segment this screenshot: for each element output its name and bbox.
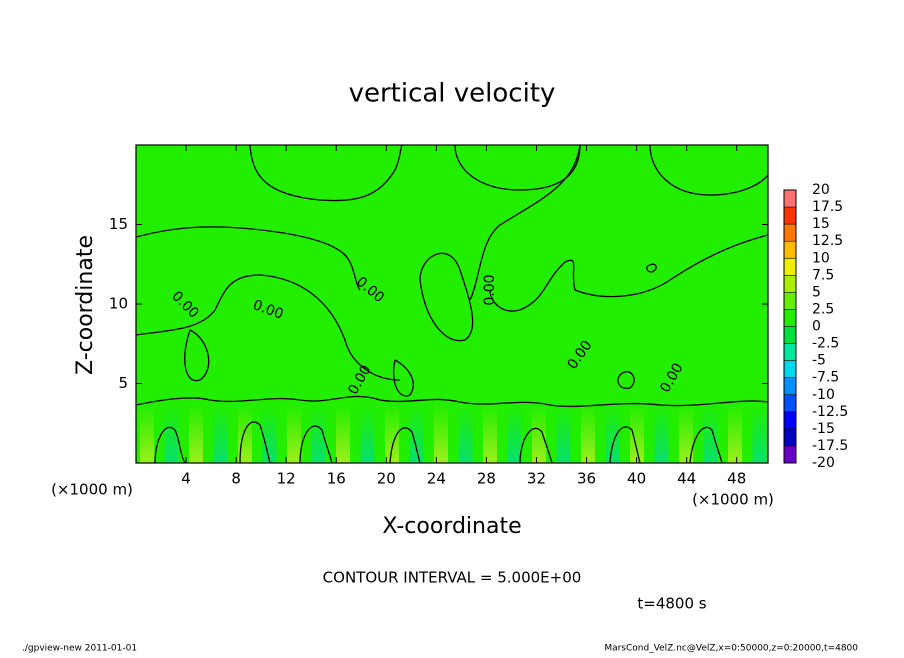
colorbar-label: -2.5 bbox=[812, 336, 839, 352]
colorbar-label: 12.5 bbox=[812, 233, 843, 249]
x-unit-left: (×1000 m) bbox=[51, 481, 133, 499]
field-stripe bbox=[703, 405, 718, 463]
field-stripe bbox=[483, 405, 497, 463]
colorbar-swatch bbox=[784, 258, 796, 276]
y-tick-label: 5 bbox=[118, 374, 128, 392]
x-tick-label: 48 bbox=[727, 470, 746, 488]
field-stripe bbox=[434, 405, 448, 463]
colorbar-swatch bbox=[784, 343, 796, 361]
chart-title: vertical velocity bbox=[349, 79, 556, 109]
plot-area: 0.00 0.000.00 0.000.000.00 0.00 bbox=[136, 145, 768, 463]
colorbar-swatch bbox=[784, 190, 796, 208]
x-tick-label: 16 bbox=[327, 470, 346, 488]
footer-right: MarsCond_VelZ.nc@VelZ,x=0:50000,z=0:2000… bbox=[604, 644, 858, 654]
colorbar-label: 2.5 bbox=[812, 301, 834, 317]
contour-lines bbox=[136, 145, 768, 463]
y-tick-label: 10 bbox=[109, 295, 128, 313]
colorbar-label: -15 bbox=[812, 421, 835, 437]
field-pattern bbox=[140, 405, 767, 463]
field-stripe bbox=[556, 405, 571, 463]
field-stripe bbox=[238, 405, 252, 463]
colorbar-swatch bbox=[784, 377, 796, 395]
colorbar-label: 10 bbox=[812, 250, 830, 266]
x-tick-label: 24 bbox=[427, 470, 446, 488]
field-stripe bbox=[164, 405, 179, 463]
contour-interval: CONTOUR INTERVAL = 5.000E+00 bbox=[323, 569, 582, 587]
field-stripe bbox=[360, 405, 375, 463]
colorbar-label: -7.5 bbox=[812, 370, 839, 386]
x-tick-label: 28 bbox=[477, 470, 496, 488]
colorbar-swatch bbox=[784, 241, 796, 259]
x-tick-label: 20 bbox=[377, 470, 396, 488]
colorbar-label: 17.5 bbox=[812, 199, 843, 215]
x-axis-label: X-coordinate bbox=[382, 514, 521, 539]
field-stripe bbox=[140, 405, 154, 463]
field-stripe bbox=[385, 405, 399, 463]
colorbar-label: 5 bbox=[812, 284, 821, 300]
field-stripe bbox=[189, 405, 203, 463]
x-unit-right: (×1000 m) bbox=[692, 491, 774, 509]
colorbar-label: 20 bbox=[812, 182, 830, 198]
colorbar-swatch bbox=[784, 411, 796, 429]
colorbar-label: -12.5 bbox=[812, 404, 848, 420]
colorbar-swatch bbox=[784, 207, 796, 225]
colorbar-swatch bbox=[784, 445, 796, 463]
y-axis-label: Z-coordinate bbox=[73, 235, 98, 375]
x-tick-label: 40 bbox=[627, 470, 646, 488]
field-stripe bbox=[679, 405, 693, 463]
colorbar-label: -5 bbox=[812, 353, 826, 369]
colorbar-swatch bbox=[784, 394, 796, 412]
field-stripe bbox=[752, 405, 767, 463]
colorbar-label: -17.5 bbox=[812, 438, 848, 454]
field-stripe bbox=[728, 405, 742, 463]
colorbar-swatch bbox=[784, 275, 796, 293]
colorbar-label: -20 bbox=[812, 455, 835, 471]
field-stripe bbox=[262, 405, 277, 463]
field-stripe bbox=[630, 405, 644, 463]
field-stripe bbox=[311, 405, 326, 463]
field-stripe bbox=[654, 405, 669, 463]
footer-left: ./gpview-new 2011-01-01 bbox=[22, 644, 137, 654]
field-stripe bbox=[213, 405, 228, 463]
colorbar-label: 7.5 bbox=[812, 267, 834, 283]
field-stripe bbox=[336, 405, 350, 463]
x-tick-label: 44 bbox=[677, 470, 696, 488]
time-label: t=4800 s bbox=[637, 595, 706, 613]
colorbar-swatch bbox=[784, 292, 796, 310]
contour-label: 0.00 bbox=[482, 274, 498, 305]
y-tick-label: 15 bbox=[109, 215, 128, 233]
field-stripe bbox=[409, 405, 424, 463]
colorbar-label: -10 bbox=[812, 387, 835, 403]
field-stripe bbox=[581, 405, 595, 463]
field-background bbox=[136, 145, 768, 463]
colorbar-swatch bbox=[784, 428, 796, 446]
colorbar: -20-17.5-15-12.5-10-7.5-5-2.502.557.5101… bbox=[783, 182, 848, 471]
colorbar-swatch bbox=[784, 326, 796, 344]
x-tick-label: 12 bbox=[277, 470, 296, 488]
field-stripe bbox=[507, 405, 522, 463]
field-stripe bbox=[605, 405, 620, 463]
field-stripe bbox=[532, 405, 546, 463]
colorbar-label: 0 bbox=[812, 319, 821, 335]
x-tick-label: 36 bbox=[577, 470, 596, 488]
x-tick-label: 32 bbox=[527, 470, 546, 488]
field-stripe bbox=[458, 405, 473, 463]
colorbar-swatch bbox=[784, 224, 796, 242]
colorbar-label: 15 bbox=[812, 216, 830, 232]
field-stripe bbox=[287, 405, 301, 463]
x-tick-label: 8 bbox=[231, 470, 241, 488]
x-tick-label: 4 bbox=[181, 470, 191, 488]
colorbar-swatch bbox=[784, 309, 796, 327]
colorbar-swatch bbox=[784, 360, 796, 378]
